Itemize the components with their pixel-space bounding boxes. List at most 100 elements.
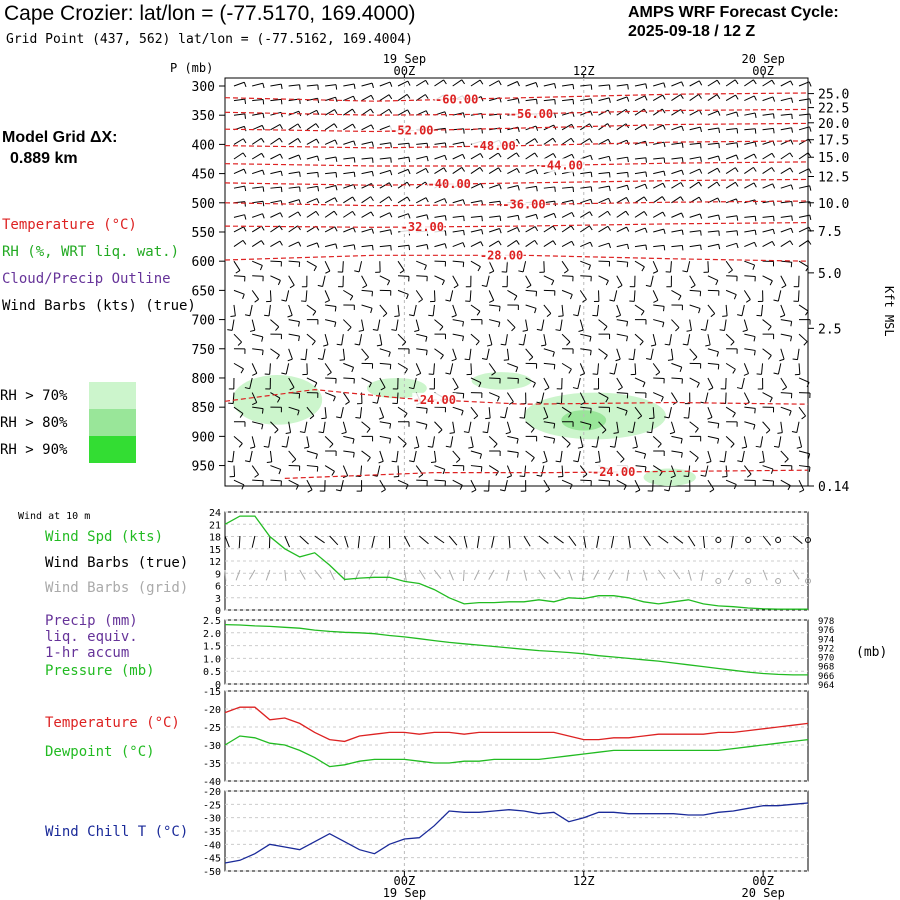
wind-barb-flag [317,98,320,104]
wind-barb [634,465,647,472]
wind-barb [726,275,738,282]
wind-barb-flag [334,322,337,328]
wind-barb-shaft [580,348,592,351]
wind-barb [525,421,535,433]
wind-barb [525,152,538,160]
wind-barb-flag [428,314,434,317]
wind-barb-shaft [415,290,423,300]
wind-barb [744,95,757,102]
wind-barb [525,435,538,442]
wind-barb-flag [451,358,457,362]
wind-barb-shaft [707,230,719,233]
wind-barb [379,435,392,444]
wind-barb-shaft [689,109,700,116]
wind-barb-flag [759,461,765,464]
wind-barb [756,304,764,317]
surface-barb-true [284,535,290,548]
wind-barb-flag [555,329,561,331]
wind-barb [616,333,629,342]
wind-barb-flag [590,98,593,104]
wind-barb-flag [243,226,247,232]
wind-barb [652,124,666,131]
wind-barb-flag [244,314,251,317]
wind-barb [233,333,242,346]
wind-barb-shaft [726,142,738,145]
wind-barb [244,450,253,463]
wind-barb-flag [371,228,375,234]
wind-barb [233,214,247,220]
wind-barb [233,113,246,119]
wind-barb-shaft [543,377,550,388]
wind-barb [288,406,300,416]
wind-barb [354,334,363,346]
wind-barb-shaft [725,479,737,485]
wind-barb [634,333,644,346]
wind-barb [671,362,683,372]
windchill-legend: Wind Chill T (°C) [45,824,188,840]
wind-barb-flag [608,84,611,90]
wind-barb-flag [242,294,245,300]
wind-barb [445,436,454,448]
wind-barb-flag [252,372,258,376]
height-tick-label: 10.0 [818,197,849,212]
wind-barb-flag [582,299,587,303]
wind-barb-shaft [580,406,592,409]
wind-barb [519,407,527,419]
wind-barb [379,275,391,286]
wind-barb [397,80,411,87]
wind-barb-shaft [252,348,264,351]
wind-barb [507,362,519,373]
wind-barb-shaft [671,142,683,145]
wind-barb [252,169,265,175]
wind-barb [244,377,253,390]
wind-barb-shaft [798,363,801,375]
wind-barb [725,406,736,418]
wind-barb-flag [499,228,502,234]
wind-barb-flag [728,269,733,274]
wind-barb-flag [388,182,393,188]
calm-circle-grid [715,578,722,584]
wind-barb-flag [809,185,812,191]
windchill-panel-ytick: -35 [203,827,221,838]
wind-barb [598,348,608,360]
wind-barb [281,290,290,302]
wind-barb-shaft [561,465,564,477]
wind-barb [270,153,283,160]
wind-barb [337,261,344,273]
wind-barb-flag [772,128,775,134]
wind-barb-flag [261,336,264,342]
wind-barb [452,319,465,327]
wind-barb-shaft [780,406,792,412]
wind-barb-flag [324,299,330,303]
wind-barb-flag [799,489,805,493]
wind-barb [634,479,641,493]
surface-barb-true [251,535,256,548]
wind-barb [233,138,247,145]
wind-barb-flag [809,98,812,104]
wind-barb-shaft [725,242,737,248]
dewpoint-line [224,735,809,768]
wind-barb-shaft [324,407,327,419]
wind-barb-flag [653,299,659,303]
wind-barb-flag [792,358,798,361]
wind-barb-shaft [324,392,336,398]
wind-barb-flag [239,413,244,418]
wind-barb [507,319,516,332]
wind-barb-shaft [689,126,701,131]
wind-barb-shaft [322,348,326,360]
wind-barb [482,421,490,434]
wind-barb [398,421,410,427]
wind-barb-shaft [598,319,608,327]
wind-barb-shaft [507,435,519,440]
wind-barb-shaft [707,94,718,102]
wind-barb [270,240,283,248]
wind-barb-flag [477,266,481,272]
wind-barb-flag [298,336,300,342]
wind-barb-flag [352,123,356,129]
wind-barb [798,304,809,316]
wind-barb-shaft [707,450,712,462]
wind-barb [434,348,444,360]
wind-barb-flag [297,211,302,217]
wind-barb [689,80,703,87]
surface-barb-grid [626,569,630,581]
